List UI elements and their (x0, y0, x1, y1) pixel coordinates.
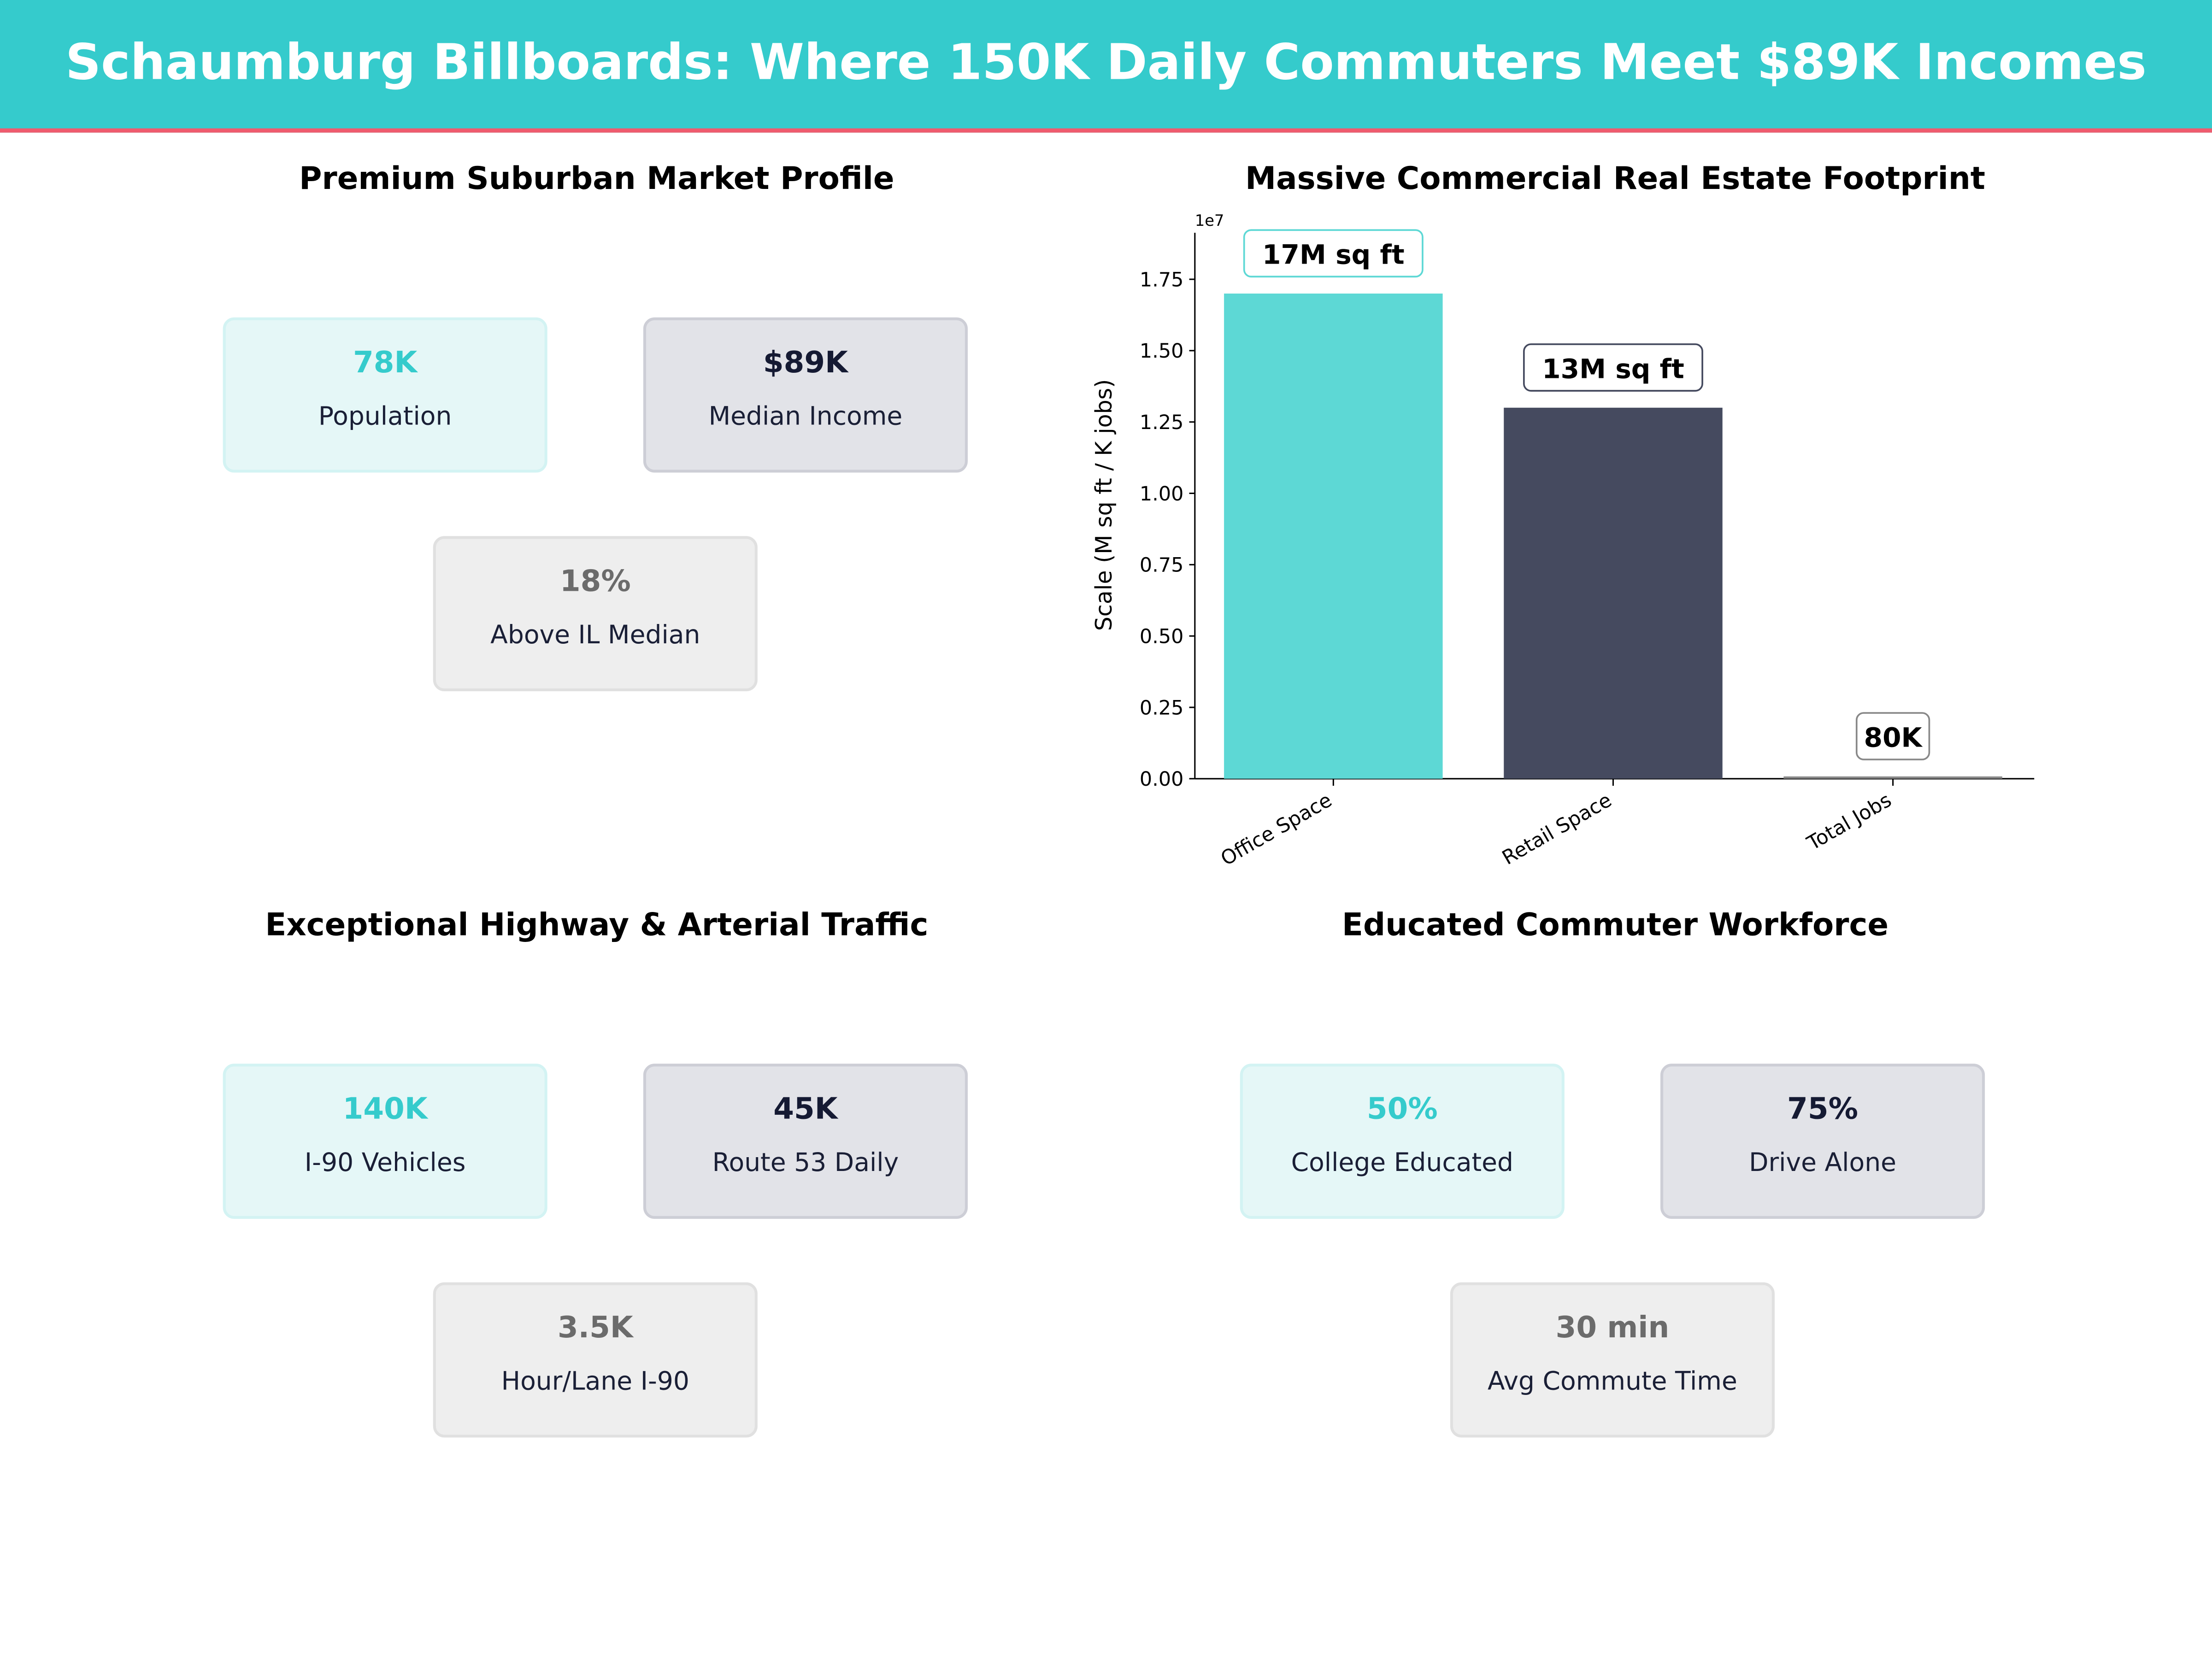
panel-title-workforce: Educated Commuter Workforce (1342, 908, 1889, 944)
stat-card-hour-lane: 3.5K Hour/Lane I-90 (433, 1282, 758, 1438)
data-label-box (1243, 229, 1424, 278)
header-banner: Schaumburg Billboards: Where 150K Daily … (0, 0, 2212, 133)
stat-card-college: 50% College Educated (1240, 1064, 1565, 1219)
stat-value: 3.5K (557, 1310, 633, 1345)
data-label: 80K (1864, 722, 1923, 753)
chart-title: Massive Commercial Real Estate Footprint (1245, 162, 1986, 198)
stat-label: Avg Commute Time (1487, 1367, 1737, 1397)
offset-label: 1e7 (1195, 212, 1224, 229)
stat-card-i90: 140K I-90 Vehicles (223, 1064, 547, 1219)
panel-title-traffic: Exceptional Highway & Arterial Traffic (265, 908, 929, 944)
stat-value: 18% (559, 564, 631, 598)
stat-label: Above IL Median (490, 620, 700, 651)
page-title: Schaumburg Billboards: Where 150K Daily … (65, 35, 2147, 92)
y-tick-label: 1.00 (1140, 482, 1183, 506)
stat-card-median-income: $89K Median Income (643, 317, 968, 473)
bar-office-space (1224, 294, 1443, 779)
stat-label: Route 53 Daily (712, 1148, 899, 1178)
x-tick-label: Retail Space (1498, 788, 1616, 870)
stat-card-commute: 30 min Avg Commute Time (1450, 1282, 1775, 1438)
stat-label: Drive Alone (1749, 1148, 1897, 1178)
stat-value: 75% (1787, 1092, 1858, 1126)
x-tick-label: Total Jobs (1803, 788, 1895, 855)
data-label-box (1855, 712, 1930, 760)
y-tick-label: 0.50 (1140, 625, 1183, 648)
stat-value: $89K (763, 345, 848, 380)
y-tick-label: 1.75 (1140, 268, 1183, 291)
stat-label: Hour/Lane I-90 (501, 1367, 690, 1397)
stat-label: Population (318, 402, 452, 432)
x-tick-label: Office Space (1217, 788, 1336, 871)
stat-value: 45K (773, 1092, 838, 1126)
stat-label: College Educated (1291, 1148, 1513, 1178)
panel-title-market: Premium Suburban Market Profile (299, 162, 894, 198)
y-tick-label: 1.25 (1140, 411, 1183, 434)
stat-card-population: 78K Population (223, 317, 547, 473)
stat-value: 30 min (1555, 1310, 1670, 1345)
stat-value: 140K (342, 1092, 428, 1126)
data-label-box (1523, 343, 1703, 392)
stat-label: Median Income (708, 402, 903, 432)
bar-total-jobs (1783, 776, 2002, 779)
bar-retail-space (1504, 407, 1723, 779)
stat-label: I-90 Vehicles (304, 1148, 466, 1178)
data-label: 13M sq ft (1542, 353, 1684, 384)
stat-card-drive-alone: 75% Drive Alone (1660, 1064, 1985, 1219)
y-tick-label: 0.25 (1140, 696, 1183, 719)
stat-card-route53: 45K Route 53 Daily (643, 1064, 968, 1219)
stat-card-above-median: 18% Above IL Median (433, 536, 758, 691)
stat-value: 50% (1366, 1092, 1438, 1126)
stat-value: 78K (353, 345, 418, 380)
y-tick-label: 1.50 (1140, 340, 1183, 363)
data-label: 17M sq ft (1262, 239, 1405, 271)
y-tick-label: 0.75 (1140, 554, 1183, 577)
y-axis-label: Scale (M sq ft / K jobs) (1091, 379, 1117, 631)
y-tick-label: 0.00 (1140, 768, 1183, 791)
